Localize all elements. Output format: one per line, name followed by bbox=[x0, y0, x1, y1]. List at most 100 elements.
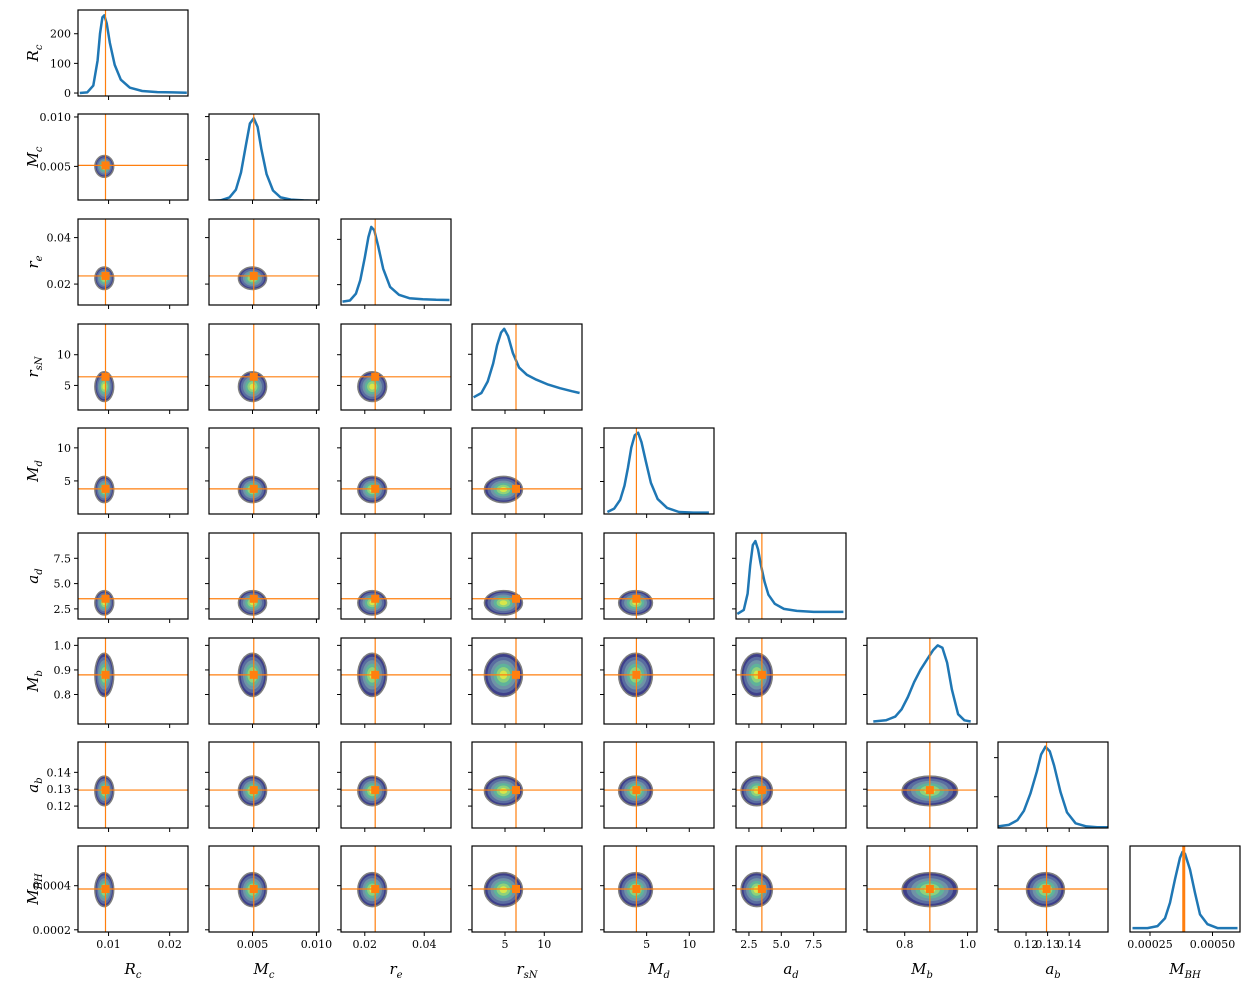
panel-8-7: 0.120.130.14 ab bbox=[994, 845, 1109, 981]
panel-frame bbox=[340, 532, 452, 620]
panel-frame bbox=[471, 323, 583, 411]
panel-frame bbox=[208, 845, 320, 933]
panel-frame bbox=[340, 427, 452, 515]
density-contour bbox=[249, 383, 256, 390]
truth-marker bbox=[101, 484, 110, 493]
panel-6-4 bbox=[600, 637, 715, 728]
truth-marker bbox=[632, 786, 641, 795]
truth-marker bbox=[512, 670, 520, 679]
panel-frame bbox=[735, 741, 847, 829]
panel-6-3 bbox=[468, 637, 583, 728]
panel-frame bbox=[340, 741, 452, 829]
x-tick-label: 5.0 bbox=[773, 938, 791, 951]
x-tick-label: 0.00025 bbox=[1127, 938, 1173, 951]
truth-marker bbox=[101, 885, 110, 893]
density-contour bbox=[499, 486, 508, 493]
panel-frame bbox=[208, 427, 320, 515]
panel-6-0: 0.8 0.9 1.0 Mb bbox=[24, 637, 189, 728]
x-tick-label: 0.005 bbox=[237, 938, 269, 951]
truth-marker bbox=[249, 271, 258, 280]
kde-curve-1 bbox=[209, 117, 318, 200]
panel-frame bbox=[77, 113, 189, 201]
panel-8-4: 5 10 Md bbox=[600, 845, 715, 981]
truth-marker bbox=[371, 885, 380, 893]
panel-frame bbox=[1129, 845, 1241, 933]
truth-marker bbox=[512, 786, 520, 795]
truth-marker bbox=[512, 484, 520, 493]
panel-1-0: 0.005 0.010 Mc bbox=[24, 111, 189, 204]
panel-8-6: 0.8 1.0 Mb bbox=[863, 845, 978, 981]
panel-frame bbox=[77, 9, 189, 97]
panel-frame bbox=[340, 218, 452, 306]
panel-8-8: 0.00025 0.00050 MBH bbox=[1127, 845, 1241, 981]
truth-marker bbox=[757, 670, 766, 679]
y-tick-label: 5 bbox=[64, 475, 71, 488]
panel-0-0: 0 100 200 Rc bbox=[24, 9, 189, 100]
y-axis-label-4: Md bbox=[24, 460, 45, 483]
panel-frame bbox=[603, 741, 715, 829]
truth-marker bbox=[757, 885, 766, 893]
panel-5-4 bbox=[600, 532, 715, 623]
truth-marker bbox=[249, 786, 258, 795]
y-tick-label: 2.5 bbox=[54, 603, 72, 616]
panel-8-5: 2.5 5.0 7.5 ad bbox=[732, 845, 847, 981]
truth-marker bbox=[101, 271, 110, 280]
truth-marker bbox=[512, 885, 520, 893]
panel-3-3 bbox=[468, 323, 583, 414]
panel-7-4 bbox=[600, 741, 715, 832]
x-axis-label-0: Rc bbox=[124, 960, 142, 981]
y-tick-label: 5 bbox=[64, 379, 71, 392]
truth-marker bbox=[632, 594, 641, 603]
y-axis-label-3: rsN bbox=[24, 355, 45, 377]
panel-3-2 bbox=[337, 323, 452, 414]
panel-frame bbox=[340, 845, 452, 933]
panel-8-2: 0.02 0.04 re bbox=[337, 845, 452, 981]
panel-5-1 bbox=[205, 532, 320, 623]
y-tick-label: 100 bbox=[50, 57, 71, 70]
x-axis-label-5: ad bbox=[783, 960, 798, 981]
panel-5-2 bbox=[337, 532, 452, 623]
truth-marker bbox=[371, 372, 380, 381]
y-tick-label: 0.0002 bbox=[33, 924, 72, 937]
y-axis-label-7: ab bbox=[24, 777, 45, 792]
y-tick-label: 0.9 bbox=[54, 664, 72, 677]
panel-7-2 bbox=[337, 741, 452, 832]
x-axis-label-7: ab bbox=[1045, 960, 1060, 981]
truth-marker bbox=[249, 670, 258, 679]
y-axis-label-8: MBH bbox=[24, 873, 45, 906]
panel-frame bbox=[77, 741, 189, 829]
panel-4-4 bbox=[600, 427, 715, 518]
panel-5-0: 2.5 5.0 7.5 ad bbox=[24, 532, 189, 623]
panel-6-5 bbox=[732, 637, 847, 728]
x-tick-label: 0.14 bbox=[1057, 938, 1082, 951]
x-tick-label: 0.13 bbox=[1035, 938, 1060, 951]
x-tick-label: 7.5 bbox=[805, 938, 823, 951]
panel-frame bbox=[603, 845, 715, 933]
y-tick-label: 0.04 bbox=[47, 232, 72, 245]
panel-4-2 bbox=[337, 427, 452, 518]
panel-4-3 bbox=[468, 427, 583, 518]
panel-frame bbox=[735, 845, 847, 933]
panel-frame bbox=[471, 532, 583, 620]
panel-6-2 bbox=[337, 637, 452, 728]
y-tick-label: 0.010 bbox=[40, 111, 72, 124]
panel-2-2 bbox=[337, 218, 452, 309]
panel-frame bbox=[208, 741, 320, 829]
panel-frame bbox=[340, 323, 452, 411]
panel-frame bbox=[208, 218, 320, 306]
truth-marker bbox=[249, 484, 258, 493]
x-axis-label-2: re bbox=[389, 960, 402, 981]
kde-curve-6 bbox=[873, 644, 971, 723]
x-axis-label-6: Mb bbox=[910, 960, 933, 981]
x-tick-label: 0.12 bbox=[1014, 938, 1039, 951]
truth-marker bbox=[101, 161, 110, 170]
x-tick-label: 10 bbox=[537, 938, 551, 951]
density-contour bbox=[499, 886, 508, 894]
truth-marker bbox=[632, 885, 641, 893]
panel-6-6 bbox=[863, 637, 978, 728]
x-tick-label: 0.04 bbox=[412, 938, 437, 951]
panel-8-3: 5 10 rsN bbox=[468, 845, 583, 981]
truth-marker bbox=[371, 484, 380, 493]
panel-frame bbox=[77, 637, 189, 725]
